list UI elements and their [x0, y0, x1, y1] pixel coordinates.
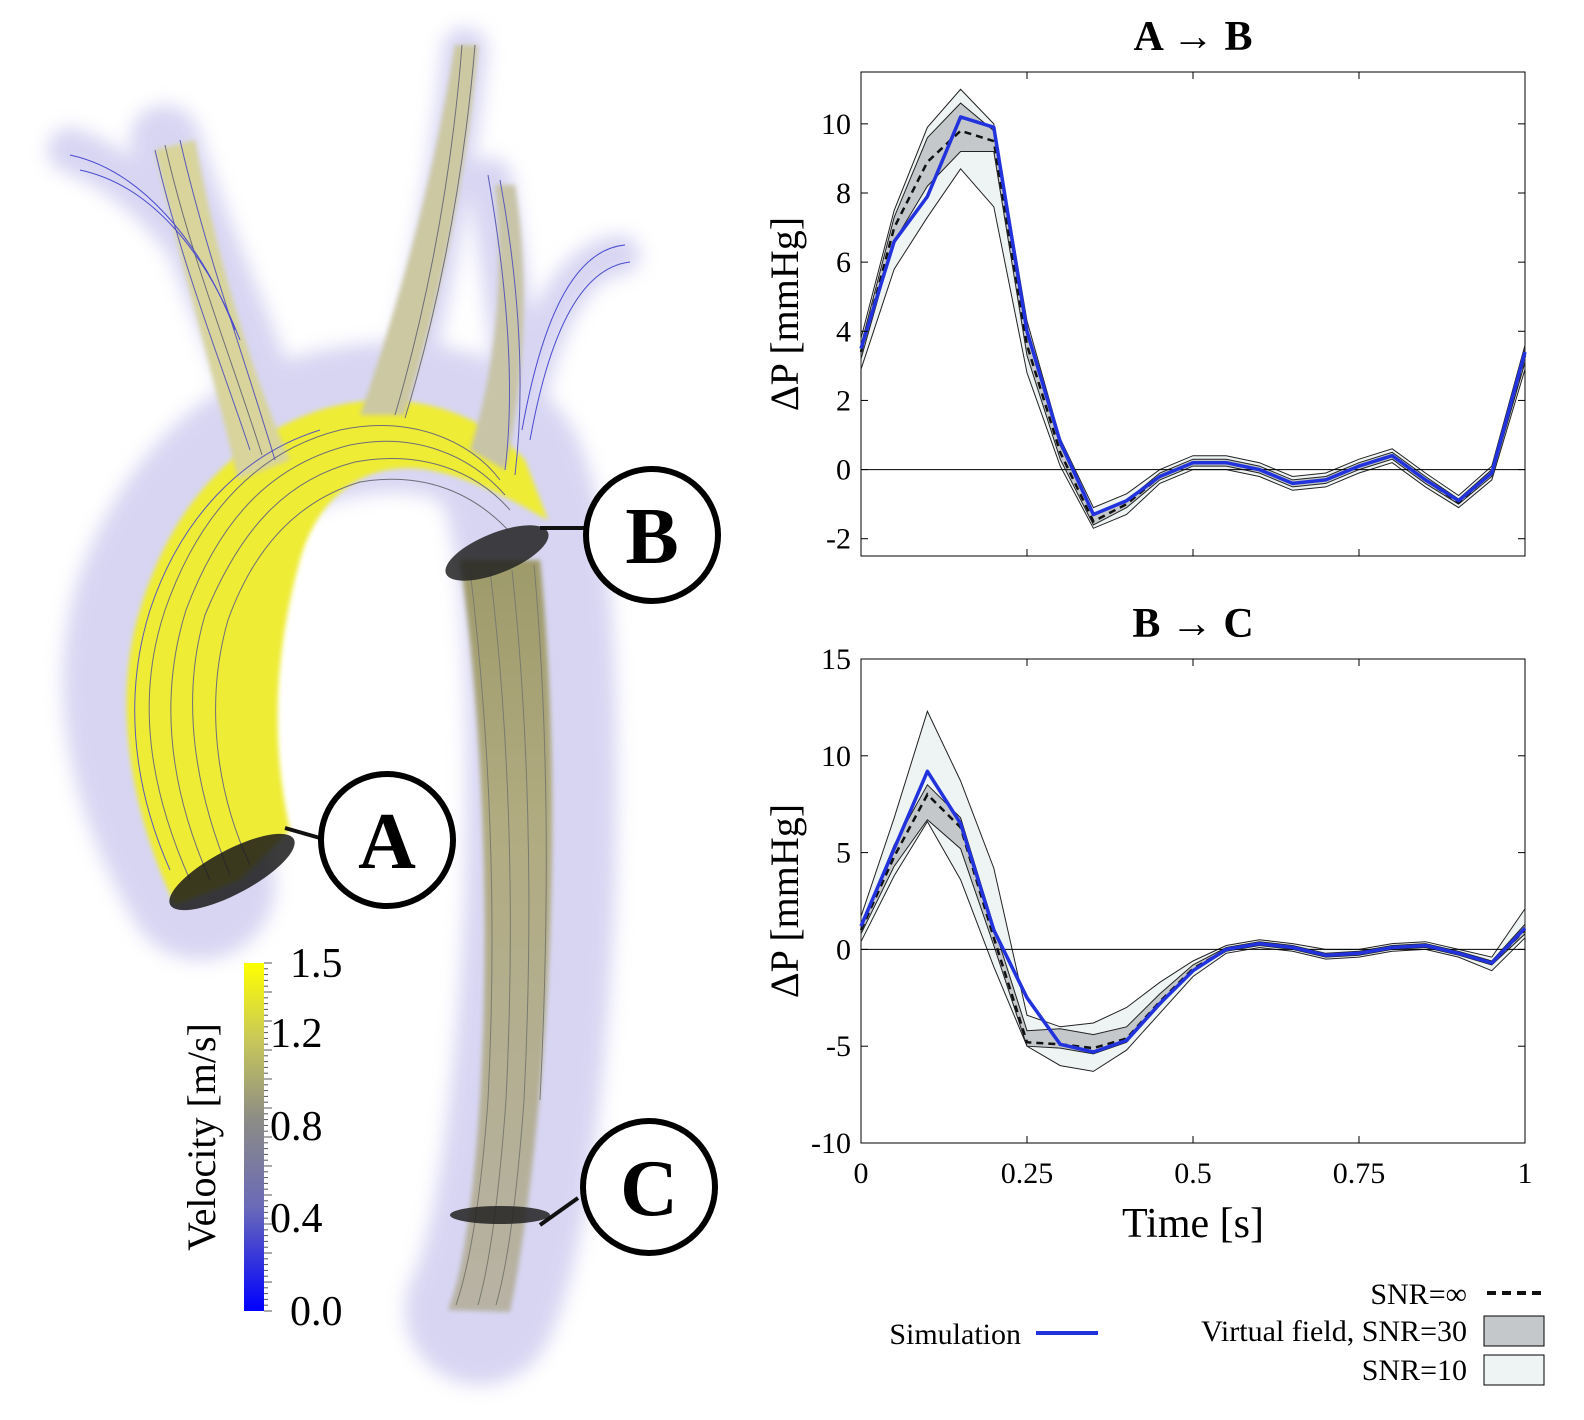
legend-snr10-swatch: [1483, 1354, 1545, 1386]
c2-band-snr30: [860, 783, 1526, 1055]
c1-ytick-label: 10: [821, 108, 851, 141]
colorbar-title: Velocity [m/s]: [179, 1023, 224, 1251]
legend-snr-inf-label: SNR=∞: [1370, 1278, 1467, 1311]
c2-ytick-label: -10: [811, 1127, 851, 1160]
marker-a: A: [318, 771, 456, 909]
c1-ytick-label: 8: [836, 177, 851, 210]
colorbar-tick-4: 1.5: [290, 941, 343, 987]
plane-c: [450, 1206, 550, 1224]
c2-xtick-label: 0.5: [1174, 1157, 1212, 1190]
c1-ytick-label: 4: [836, 315, 851, 348]
legend-simulation-label: Simulation: [889, 1318, 1021, 1351]
c1-ytick-label: 6: [836, 246, 851, 279]
aorta-illustration: A B C: [47, 27, 721, 1385]
chart-b-to-c: B → C -10 -5 0 5 10 15 0 0.25 0.5 0.75 1 ΔP [mmHg…: [762, 601, 1533, 1247]
chart1-ylabel: ΔP [mmHg]: [762, 217, 807, 411]
chart1-title: A → B: [1133, 14, 1252, 60]
c1-line-simulation: [859, 115, 1527, 517]
marker-b: B: [583, 466, 721, 604]
c2-xtick-label: 0: [854, 1157, 869, 1190]
ascending-aorta: [126, 400, 549, 905]
c2-ytick-label: 15: [821, 643, 851, 676]
colorbar-tick-0: 0.0: [290, 1289, 343, 1335]
c2-xtick-label: 1: [1518, 1157, 1533, 1190]
colorbar: Velocity [m/s] 0.0 0.4 0.8 1.2 1.5: [179, 941, 343, 1335]
legend-snr30-swatch: [1483, 1315, 1545, 1347]
c1-ytick-label: -2: [826, 523, 851, 556]
chart2-frame: [860, 658, 1526, 1144]
marker-c-label: C: [620, 1145, 678, 1233]
c2-ytick-label: 0: [836, 933, 851, 966]
c1-ytick-label: 2: [836, 384, 851, 417]
connector-a: [284, 826, 321, 840]
connector-c: [538, 1196, 580, 1227]
legend-snr10-label: SNR=10: [1362, 1354, 1467, 1387]
marker-b-label: B: [625, 493, 678, 581]
plane-a: [169, 833, 295, 911]
chart-a-to-b: A → B -2 0 2 4 6 8 10 ΔP [mmHg]: [762, 14, 1527, 557]
c2-ytick-label: 10: [821, 740, 851, 773]
marker-c: C: [580, 1118, 718, 1256]
c2-xtick-label: 0.25: [1001, 1157, 1054, 1190]
c2-xtick-label: 0.75: [1333, 1157, 1386, 1190]
c2-ytick-label: 5: [836, 837, 851, 870]
c2-line-simulation: [859, 769, 1527, 1054]
chart2-ylabel: ΔP [mmHg]: [762, 804, 807, 998]
c2-band-snr10: [860, 709, 1526, 1072]
chart2-title: B → C: [1132, 601, 1253, 647]
colorbar-ramp: [244, 963, 264, 1311]
streamlines: [69, 44, 631, 1306]
colorbar-tick-3: 1.2: [270, 1011, 323, 1057]
legend: SNR=∞ Virtual field, SNR=30 SNR=10 Simul…: [889, 1278, 1545, 1387]
c1-band-snr10: [860, 88, 1526, 529]
colorbar-tick-2: 0.8: [270, 1104, 323, 1150]
marker-a-label: A: [358, 798, 416, 886]
plane-b: [445, 525, 549, 581]
legend-virtual-field-label: Virtual field, SNR=30: [1201, 1315, 1467, 1348]
descending-aorta: [448, 560, 553, 1312]
c2-ytick-label: -5: [826, 1030, 851, 1063]
c1-ytick-label: 0: [836, 454, 851, 487]
colorbar-tick-1: 0.4: [270, 1196, 323, 1242]
chart2-xlabel: Time [s]: [1122, 1201, 1264, 1247]
